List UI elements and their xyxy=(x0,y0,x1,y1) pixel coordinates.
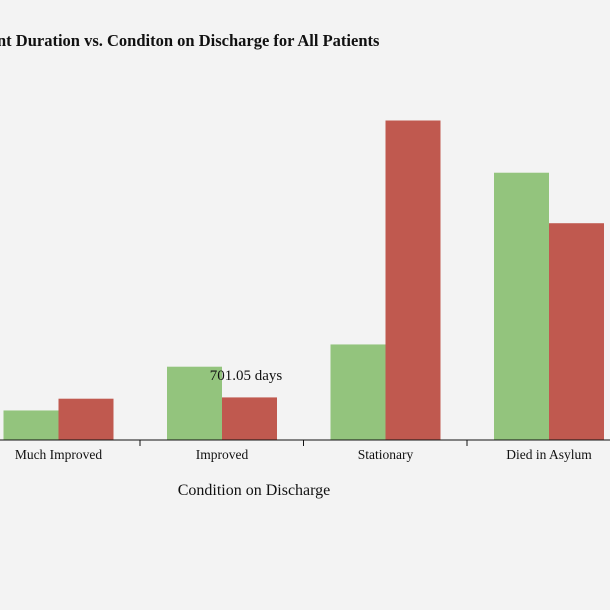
hover-value-label: 701.05 days xyxy=(210,368,283,384)
x-axis-ticks xyxy=(139,440,468,446)
x-axis-title: Condition on Discharge xyxy=(178,482,331,499)
bars-layer xyxy=(3,120,604,441)
bar-improved-series-2[interactable] xyxy=(222,397,277,440)
bar-died-in-asylum-series-2[interactable] xyxy=(549,223,604,440)
bar-improved-series-1[interactable] xyxy=(167,366,222,440)
bar-stationary-series-2[interactable] xyxy=(385,120,441,441)
x-axis-tick-labels: Much Improved Improved Stationary Died in A… xyxy=(15,447,592,462)
x-tick-label: Much Improved xyxy=(15,447,103,462)
chart-title: nt Duration vs. Conditon on Discharge fo… xyxy=(0,31,380,50)
x-tick-label: Died in Asylum xyxy=(506,447,592,462)
bar-much-improved-series-1[interactable] xyxy=(3,410,59,440)
bar-stationary-series-1[interactable] xyxy=(330,344,386,440)
x-tick-label: Stationary xyxy=(358,447,414,462)
bar-much-improved-series-2[interactable] xyxy=(58,398,114,440)
bar-died-in-asylum-series-1[interactable] xyxy=(494,172,549,441)
x-tick-label: Improved xyxy=(196,447,249,462)
